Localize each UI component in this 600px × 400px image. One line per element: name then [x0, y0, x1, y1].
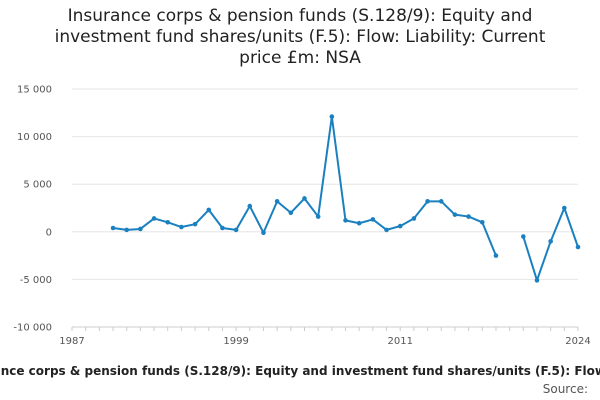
data-point — [343, 218, 348, 223]
series-line — [112, 115, 497, 256]
data-point — [192, 221, 198, 227]
data-point — [329, 114, 335, 119]
x-tick-label: 1999 — [223, 336, 248, 347]
data-point — [288, 210, 294, 216]
data-point — [110, 225, 116, 231]
data-point — [548, 239, 553, 244]
data-point — [124, 227, 130, 233]
chart-title-line-2: investment fund shares/units (F.5): Flow… — [54, 27, 546, 47]
data-point — [247, 203, 253, 209]
data-point — [425, 199, 430, 204]
series-points — [110, 114, 581, 283]
data-point — [493, 253, 499, 258]
y-tick-label: -5 000 — [20, 275, 52, 286]
y-tick-label: 15 000 — [17, 85, 52, 96]
y-axis-tick-labels: 15 000 10 000 5 000 0 -5 000 -10 000 — [13, 85, 52, 334]
source-label: Source: — [542, 382, 588, 396]
chart-title-line-1: Insurance corps & pension funds (S.128/9… — [67, 6, 533, 26]
data-point — [479, 219, 485, 225]
data-point — [562, 205, 567, 211]
data-point — [452, 212, 458, 217]
data-point — [220, 225, 225, 231]
data-point — [534, 278, 540, 283]
data-point — [370, 217, 376, 222]
y-tick-label: 10 000 — [17, 132, 52, 143]
data-point — [438, 199, 444, 204]
x-tick-label: 2024 — [565, 336, 590, 347]
data-point — [233, 227, 239, 233]
x-tick-label: 1987 — [59, 336, 84, 347]
chart-title: Insurance corps & pension funds (S.128/9… — [20, 6, 580, 69]
data-point — [165, 219, 171, 225]
series-lines — [112, 115, 579, 282]
grid-lines — [72, 88, 578, 328]
legend: Insurance corps & pension funds (S.128/9… — [0, 364, 600, 382]
data-point — [302, 196, 307, 201]
y-tick-label: 0 — [46, 227, 52, 238]
x-axis — [71, 326, 579, 331]
x-tick-label: 2011 — [387, 336, 412, 347]
legend-label: Insurance corps & pension funds (S.128/9… — [0, 364, 600, 378]
data-point — [151, 216, 157, 221]
data-point — [261, 230, 266, 236]
data-point — [206, 207, 212, 213]
data-point — [179, 224, 184, 230]
data-point — [315, 214, 321, 219]
data-point — [274, 199, 280, 204]
data-point — [575, 244, 581, 250]
data-point — [466, 214, 471, 219]
data-point — [384, 227, 389, 233]
data-point — [520, 234, 526, 239]
chart-title-line-3: price £m: NSA — [239, 48, 361, 68]
data-point — [356, 220, 362, 226]
data-point — [138, 226, 143, 232]
data-point — [397, 223, 403, 229]
data-point — [411, 216, 417, 221]
series-line — [522, 207, 579, 282]
x-axis-tick-labels: 1987 1999 2011 2024 — [59, 336, 590, 347]
y-tick-label: 5 000 — [23, 180, 52, 191]
y-tick-label: -10 000 — [13, 323, 52, 334]
